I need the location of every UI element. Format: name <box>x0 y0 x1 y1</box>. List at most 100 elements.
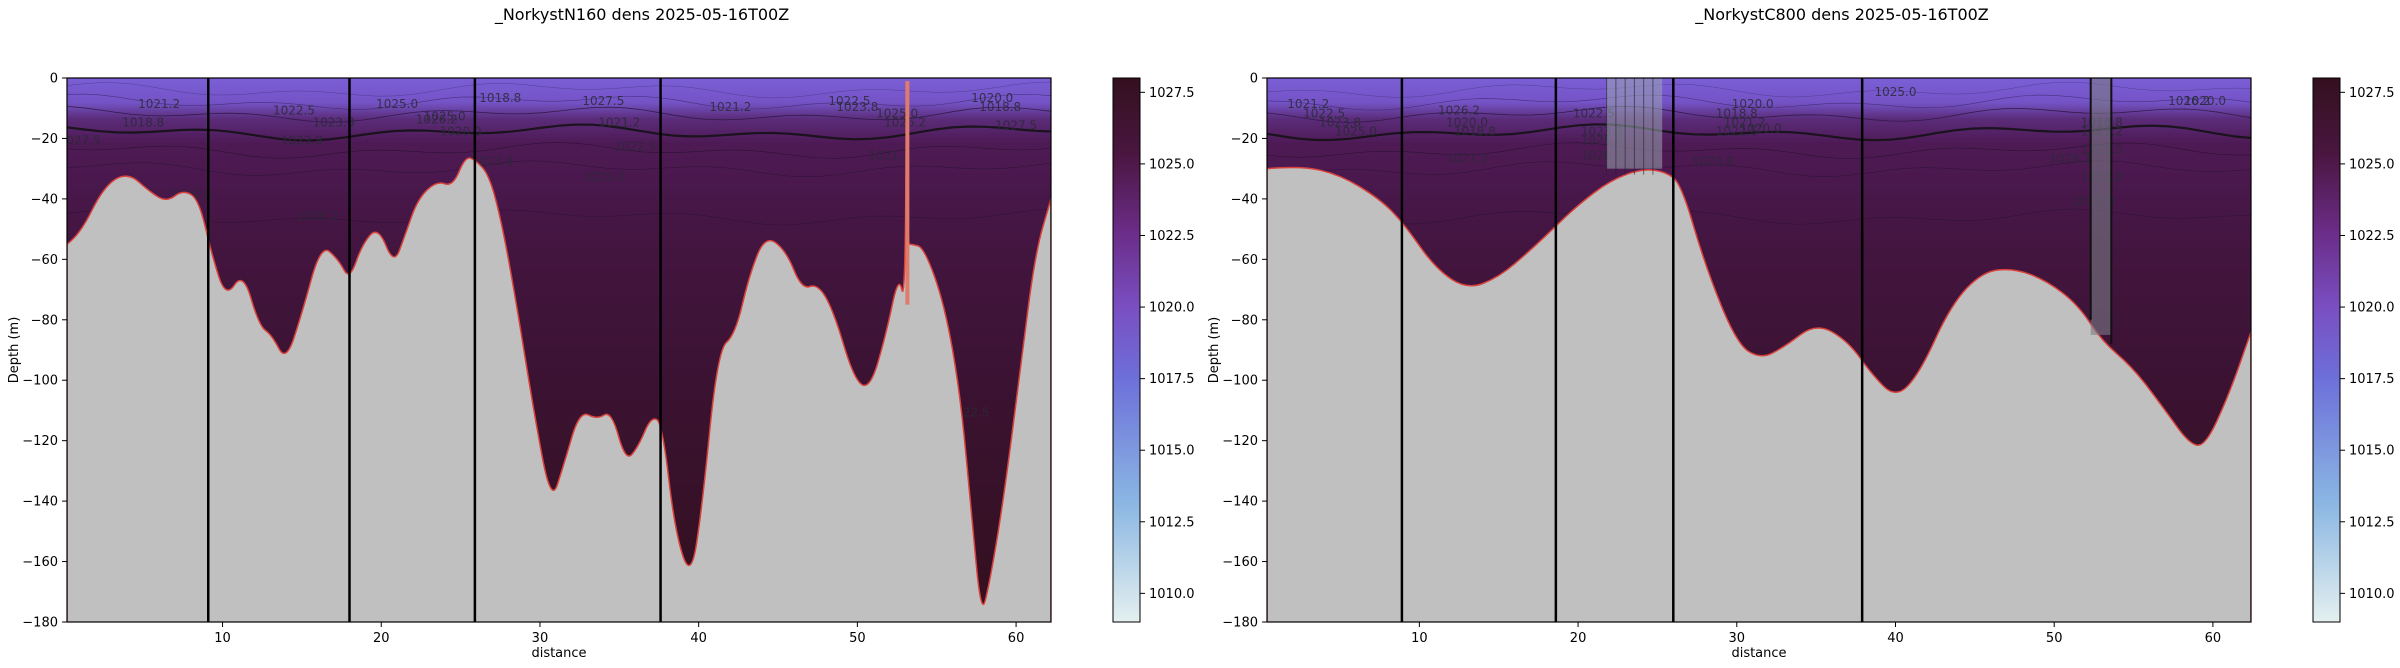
contour-line <box>1267 81 2251 98</box>
contour-label: 1021.2 <box>1446 152 1488 166</box>
contour-label: 1022.5 <box>273 103 315 117</box>
contour-label: 1026.2 <box>1438 103 1480 117</box>
y-tick-label: −60 <box>31 253 58 268</box>
contour-label: 1020.0 <box>440 124 482 138</box>
contour-label: 1023.8 <box>1692 155 1734 169</box>
colorbar-tick-label: 1017.5 <box>1149 372 1195 387</box>
x-tick-label: 10 <box>214 631 231 646</box>
contour-line <box>1267 160 2251 177</box>
contour-line <box>67 123 1051 142</box>
y-tick-label: −60 <box>1231 253 1258 268</box>
y-tick-label: −100 <box>22 374 58 389</box>
contour-line <box>67 142 1051 159</box>
x-tick-label: 60 <box>1008 631 1025 646</box>
contour-label: 1020.0 <box>1732 97 1774 111</box>
contour-label: 1026.2 <box>884 115 926 129</box>
contour-label: 1022.5 <box>1716 124 1758 138</box>
contour-label: 1021.2 <box>868 149 910 163</box>
contour-label: 1020.0 <box>2184 94 2226 108</box>
y-tick-label: −120 <box>1222 434 1258 449</box>
x-tick-label: 40 <box>690 631 707 646</box>
contour-label: 1023.8 <box>1319 115 1361 129</box>
colorbar-tick-label: 1027.5 <box>1149 86 1195 101</box>
x-tick-label: 60 <box>2205 631 2222 646</box>
shaded-strip <box>2090 78 2112 335</box>
colorbar-tick-label: 1025.0 <box>1149 157 1195 172</box>
y-tick-label: −40 <box>1231 192 1258 207</box>
y-tick-label: −20 <box>1231 132 1258 147</box>
right-y-axis: 0 −20 −40 −60 −80 −100 −120 −140 −160 −180 <box>1222 72 1267 631</box>
contour-label: 1025.0 <box>582 170 624 184</box>
right-x-axis: 10 20 30 40 50 60 <box>1411 622 2221 646</box>
contour-label: 1021.2 <box>1287 97 1329 111</box>
contour-label: 1025.0 <box>424 109 466 123</box>
contour-line <box>67 81 1051 99</box>
left-section-dividers <box>207 78 662 622</box>
left-colorbar: 1010.0 1012.5 1015.0 1017.5 1020.0 1022.5 1025… <box>1112 77 1195 623</box>
contour-label: 1025.0 <box>376 97 418 111</box>
colorbar-tick-label: 1027.5 <box>2349 86 2395 101</box>
left-y-axis: 0 −20 −40 −60 −80 −100 −120 −140 −160 −180 <box>22 72 67 631</box>
y-tick-label: −140 <box>22 495 58 510</box>
colorbar-tick-label: 1015.0 <box>2349 444 2395 459</box>
contour-label: 1018.8 <box>1454 124 1496 138</box>
contour-label: 1027.5 <box>582 94 624 108</box>
right-axes-frame <box>1266 77 2252 623</box>
contour-label: 1025.0 <box>1335 124 1377 138</box>
contour-label: 1020.0 <box>1446 115 1488 129</box>
x-tick-label: 10 <box>1411 631 1428 646</box>
right-colorbar-ticks: 1010.0 1012.5 1015.0 1017.5 1020.0 1022.5 1025… <box>2340 86 2395 602</box>
contour-label: 1025.0 <box>1875 85 1917 99</box>
contour-label: 1027.5 <box>995 118 1037 132</box>
contour-line <box>1267 208 2251 225</box>
right-plot-area: 1021.21022.51023.81025.01026.21020.01018… <box>1267 78 2251 622</box>
contour-label: 1023.8 <box>281 134 323 148</box>
x-tick-label: 20 <box>373 631 390 646</box>
contour-line <box>67 93 1051 110</box>
colorbar-tick-label: 1010.0 <box>2349 587 2395 602</box>
x-tick-label: 30 <box>1729 631 1746 646</box>
left-colorbar-ticks: 1010.0 1012.5 1015.0 1017.5 1020.0 1022.5 1025… <box>1140 86 1195 602</box>
y-tick-label: −180 <box>22 616 58 631</box>
contour-label: 1026.2 <box>2049 152 2091 166</box>
y-tick-label: 0 <box>50 72 58 87</box>
right-colorbar-fill <box>2312 77 2341 623</box>
contour-label: 1020.0 <box>1740 121 1782 135</box>
y-tick-label: −180 <box>1222 616 1258 631</box>
y-tick-label: −20 <box>31 132 58 147</box>
y-tick-label: −40 <box>31 192 58 207</box>
y-tick-label: −160 <box>1222 555 1258 570</box>
colorbar-tick-label: 1020.0 <box>2349 301 2395 316</box>
y-tick-label: −100 <box>1222 374 1258 389</box>
contour-line <box>67 106 1051 123</box>
contour-label: 1023.8 <box>471 155 513 169</box>
contour-label: 1018.8 <box>1716 106 1758 120</box>
contour-label: 1023.8 <box>836 100 878 114</box>
contour-label: 1021.2 <box>709 100 751 114</box>
left-panel-title: _NorkystN160 dens 2025-05-16T00Z <box>494 5 789 25</box>
contour-label: 1022.5 <box>1303 106 1345 120</box>
right-overlays <box>1606 78 2113 344</box>
contour-label: 1022.5 <box>1573 106 1615 120</box>
contour-line <box>1267 105 2251 123</box>
left-xlabel: distance <box>531 646 586 661</box>
colorbar-tick-label: 1017.5 <box>2349 372 2395 387</box>
colorbar-tick-label: 1022.5 <box>2349 229 2395 244</box>
colorbar-tick-label: 1012.5 <box>2349 515 2395 530</box>
y-tick-label: −160 <box>22 555 58 570</box>
y-tick-label: 0 <box>1250 72 1258 87</box>
contour-line <box>1267 123 2251 142</box>
contour-label: 1021.2 <box>138 97 180 111</box>
contour-label: 1022.5 <box>828 94 870 108</box>
right-colorbar: 1010.0 1012.5 1015.0 1017.5 1020.0 1022.5 1025… <box>2312 77 2395 623</box>
left-colorbar-fill <box>1112 77 1141 623</box>
colorbar-tick-label: 1020.0 <box>1149 301 1195 316</box>
colorbar-tick-label: 1022.5 <box>1149 229 1195 244</box>
colorbar-tick-label: 1010.0 <box>1149 587 1195 602</box>
left-x-axis: 10 20 30 40 50 60 <box>214 622 1024 646</box>
contour-line <box>1267 94 2251 111</box>
x-tick-label: 50 <box>849 631 866 646</box>
left-axes-frame <box>66 77 1052 623</box>
left-ylabel: Depth (m) <box>7 317 22 384</box>
